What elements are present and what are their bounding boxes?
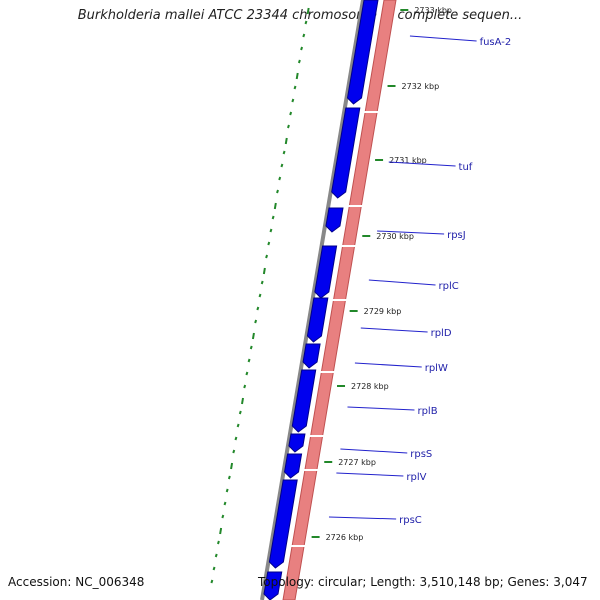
gc-mark <box>216 540 220 545</box>
gc-mark <box>289 111 293 116</box>
gc-mark <box>271 215 275 220</box>
gc-mark <box>300 46 304 51</box>
reverse-strand-dividers <box>291 111 379 547</box>
gc-mark <box>256 306 260 311</box>
tick-label: 2731 kbp <box>389 156 427 165</box>
gc-mark <box>212 566 216 571</box>
gc-mark <box>214 553 218 558</box>
gc-mark <box>282 150 286 155</box>
gc-mark <box>260 280 264 285</box>
scale-ticks: 2733 kbp 2732 kbp 2731 kbp 2730 kbp 2729 kbp… <box>311 6 452 542</box>
tick-label: 2727 kbp <box>338 458 376 467</box>
gc-mark <box>276 189 279 194</box>
topology-text: Topology: circular; Length: 3,510,148 bp… <box>258 575 588 589</box>
forward-gene-arrow <box>346 0 379 105</box>
gc-mark <box>232 449 236 454</box>
gc-mark <box>262 267 266 275</box>
tick-label: 2726 kbp <box>326 533 364 542</box>
gene-leader-line <box>368 279 436 286</box>
gc-mark <box>267 241 271 246</box>
gc-mark <box>243 384 247 389</box>
gene-leader-line <box>360 327 428 333</box>
accession-text: Accession: NC_006348 <box>8 575 145 589</box>
gc-mark <box>236 423 240 428</box>
forward-gene-arrow <box>331 107 361 199</box>
backbone-line <box>260 0 365 600</box>
gc-mark <box>284 137 288 145</box>
gc-mark <box>254 319 258 324</box>
forward-gene-arrow <box>314 245 338 299</box>
gc-mark <box>304 20 308 25</box>
gene-leader-line <box>388 161 456 167</box>
gene-label: rpsC <box>399 515 422 526</box>
forward-gene-arrow <box>306 297 329 343</box>
forward-gene-arrow <box>288 433 306 453</box>
gc-mark <box>278 176 282 181</box>
gc-mark <box>273 202 277 210</box>
gc-mark <box>265 254 269 259</box>
tick-label: 2728 kbp <box>351 382 389 391</box>
gene-leader-line <box>409 35 477 42</box>
gene-leader-line <box>340 448 408 454</box>
gc-mark <box>258 293 262 298</box>
forward-gene-arrow <box>291 369 317 433</box>
tick-label: 2733 kbp <box>414 6 452 15</box>
gc-content-track <box>210 7 310 584</box>
gc-mark <box>251 332 255 340</box>
gene-label: rplD <box>431 328 452 339</box>
gene-label: rplW <box>425 363 448 374</box>
gc-mark <box>225 488 229 493</box>
gc-mark <box>287 124 290 129</box>
gc-mark <box>241 397 244 405</box>
gc-mark <box>247 358 251 363</box>
gc-mark <box>245 371 249 376</box>
gc-mark <box>238 410 242 415</box>
forward-gene-arrow <box>302 343 321 369</box>
gc-mark <box>219 527 223 535</box>
forward-strand-genes <box>263 0 379 600</box>
gc-mark <box>230 462 234 470</box>
gene-label: rpsS <box>410 449 432 460</box>
forward-gene-arrow <box>284 453 303 479</box>
gene-label: fusA-2 <box>480 37 512 48</box>
tick-label: 2729 kbp <box>364 307 402 316</box>
gc-mark <box>291 98 295 103</box>
gc-mark <box>280 163 284 168</box>
gc-mark <box>249 345 253 350</box>
gene-leader-line <box>354 362 422 368</box>
gc-mark <box>269 228 273 233</box>
gene-leader-line <box>336 472 404 477</box>
gc-mark <box>223 501 227 506</box>
gene-labels: fusA-2 tuf rpsJ rplC rplD rplW rplB rpsS rplV rps… <box>328 35 512 526</box>
gene-leader-line <box>347 406 415 411</box>
gene-label: rpsJ <box>447 230 466 241</box>
forward-gene-arrow <box>263 571 283 600</box>
gc-mark <box>293 85 297 90</box>
gene-leader-line <box>377 230 445 235</box>
gc-mark <box>295 72 299 80</box>
tick-label: 2730 kbp <box>376 232 414 241</box>
gene-label: rplV <box>406 472 426 483</box>
gc-mark <box>227 475 231 480</box>
forward-gene-arrow <box>268 479 298 569</box>
gene-label: rplB <box>417 406 437 417</box>
gc-mark <box>221 514 225 519</box>
gc-mark <box>302 33 306 38</box>
map-title: Burkholderia mallei ATCC 23344 chromosom… <box>77 8 523 23</box>
gc-mark <box>234 436 238 441</box>
tick-label: 2732 kbp <box>402 82 440 91</box>
gene-label: rplC <box>439 281 459 292</box>
gc-mark <box>297 59 301 64</box>
gc-mark <box>306 7 310 15</box>
gc-mark <box>210 579 214 584</box>
forward-gene-arrow <box>325 207 344 233</box>
gene-label: tuf <box>459 162 473 173</box>
gene-leader-line <box>328 516 397 520</box>
